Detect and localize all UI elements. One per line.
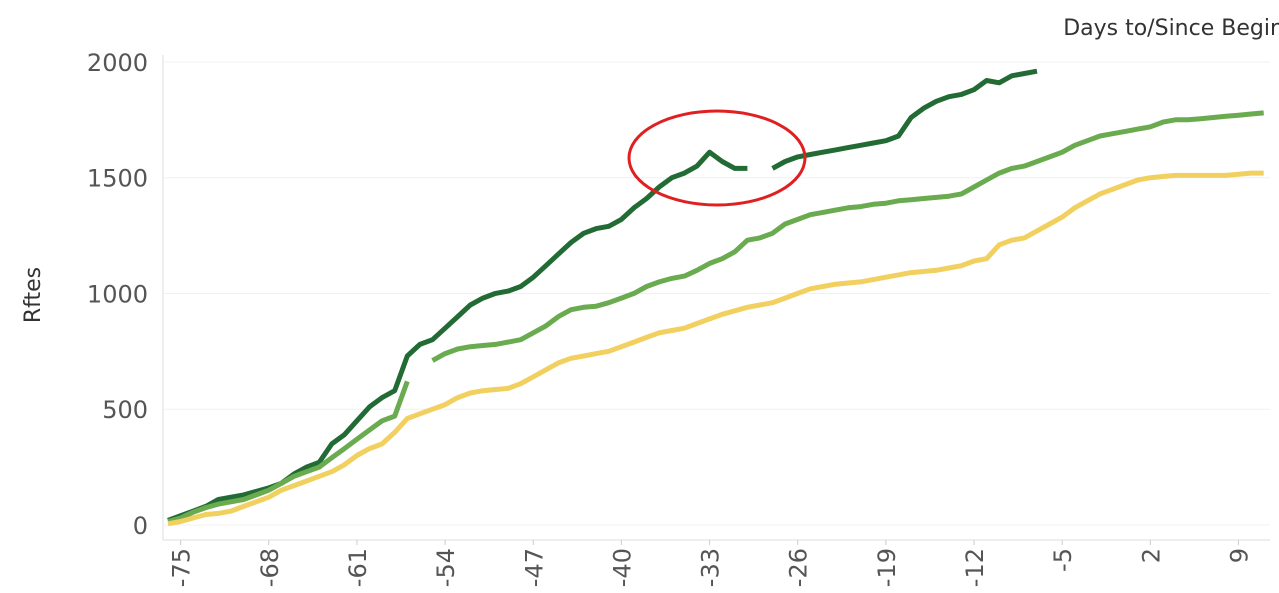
x-tick-label: -68 [256, 548, 284, 587]
y-tick-label: 500 [102, 396, 148, 424]
series-line [167, 68, 1038, 523]
series-line [167, 170, 1264, 527]
x-tick-label: 9 [1226, 548, 1254, 563]
x-tick-label: -61 [344, 548, 372, 587]
x-tick-label: -47 [520, 548, 548, 587]
x-tick-label: -5 [1049, 548, 1077, 572]
y-axis-title: Rftes [21, 267, 46, 323]
x-tick-label: -40 [608, 548, 636, 587]
plot-area [167, 68, 1264, 527]
series-line [167, 110, 1264, 524]
x-tick-label: -26 [785, 548, 813, 587]
x-tick-label: -54 [432, 548, 460, 587]
y-tick-label: 1500 [87, 165, 148, 193]
x-tick-label: -19 [873, 548, 901, 587]
grid [163, 61, 1270, 526]
x-tick-label: -75 [168, 548, 196, 587]
y-tick-label: 1000 [87, 280, 148, 308]
y-tick-label: 0 [133, 512, 148, 540]
x-tick-label: -12 [961, 548, 989, 587]
x-tick-label: -33 [697, 548, 725, 587]
x-tick-label: 2 [1137, 548, 1165, 563]
x-axis-title: Days to/Since Begir [1063, 16, 1279, 41]
highlight-circle [627, 109, 807, 207]
y-tick-label: 2000 [87, 49, 148, 77]
